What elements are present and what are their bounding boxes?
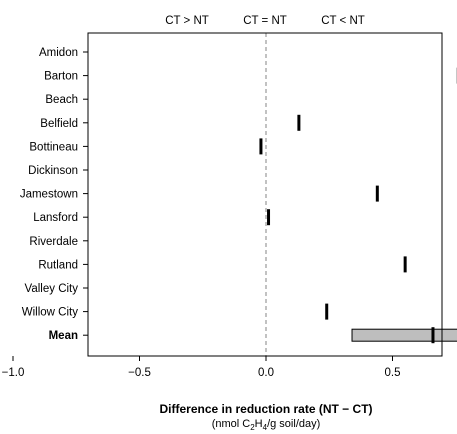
top-label-ct-equal: CT = NT [243, 15, 287, 27]
x-tick-label-2: 0.0 [258, 367, 274, 379]
x-tick-label-3: 0.5 [385, 367, 401, 379]
category-label-belfield: Belfield [40, 118, 78, 130]
category-axis: Amidon Barton Beach Belfield Bottineau Dickin… [20, 47, 88, 342]
x-tick-label-1: −0.5 [128, 367, 151, 379]
mean-interval-box [351, 328, 457, 342]
top-label-ct-less: CT < NT [321, 15, 365, 27]
category-label-bottineau: Bottineau [29, 141, 78, 153]
category-label-rutland: Rutland [38, 259, 78, 271]
category-label-lansford: Lansford [33, 212, 78, 224]
x-tick-label-0: −1.0 [2, 367, 25, 379]
category-label-barton: Barton [44, 71, 78, 83]
x-axis-label: Difference in reduction rate (NT − CT) [159, 402, 372, 416]
category-label-valley-city: Valley City [25, 283, 79, 295]
category-label-riverdale: Riverdale [29, 236, 78, 248]
category-label-amidon: Amidon [39, 47, 78, 59]
x-axis: −1.0−0.50.00.51.0 [2, 356, 401, 379]
top-label-ct-greater: CT > NT [165, 15, 209, 27]
category-label-beach: Beach [45, 94, 78, 106]
x-axis-units: (nmol C2H4/g soil/day) [212, 418, 321, 432]
category-label-mean: Mean [49, 330, 78, 342]
plot-frame [87, 32, 443, 357]
data-marks [259, 67, 457, 344]
category-label-willow-city: Willow City [22, 307, 78, 319]
category-label-jamestown: Jamestown [20, 189, 78, 201]
top-labels: CT > NT CT = NT CT < NT [165, 15, 365, 27]
category-label-dickinson: Dickinson [28, 165, 78, 177]
